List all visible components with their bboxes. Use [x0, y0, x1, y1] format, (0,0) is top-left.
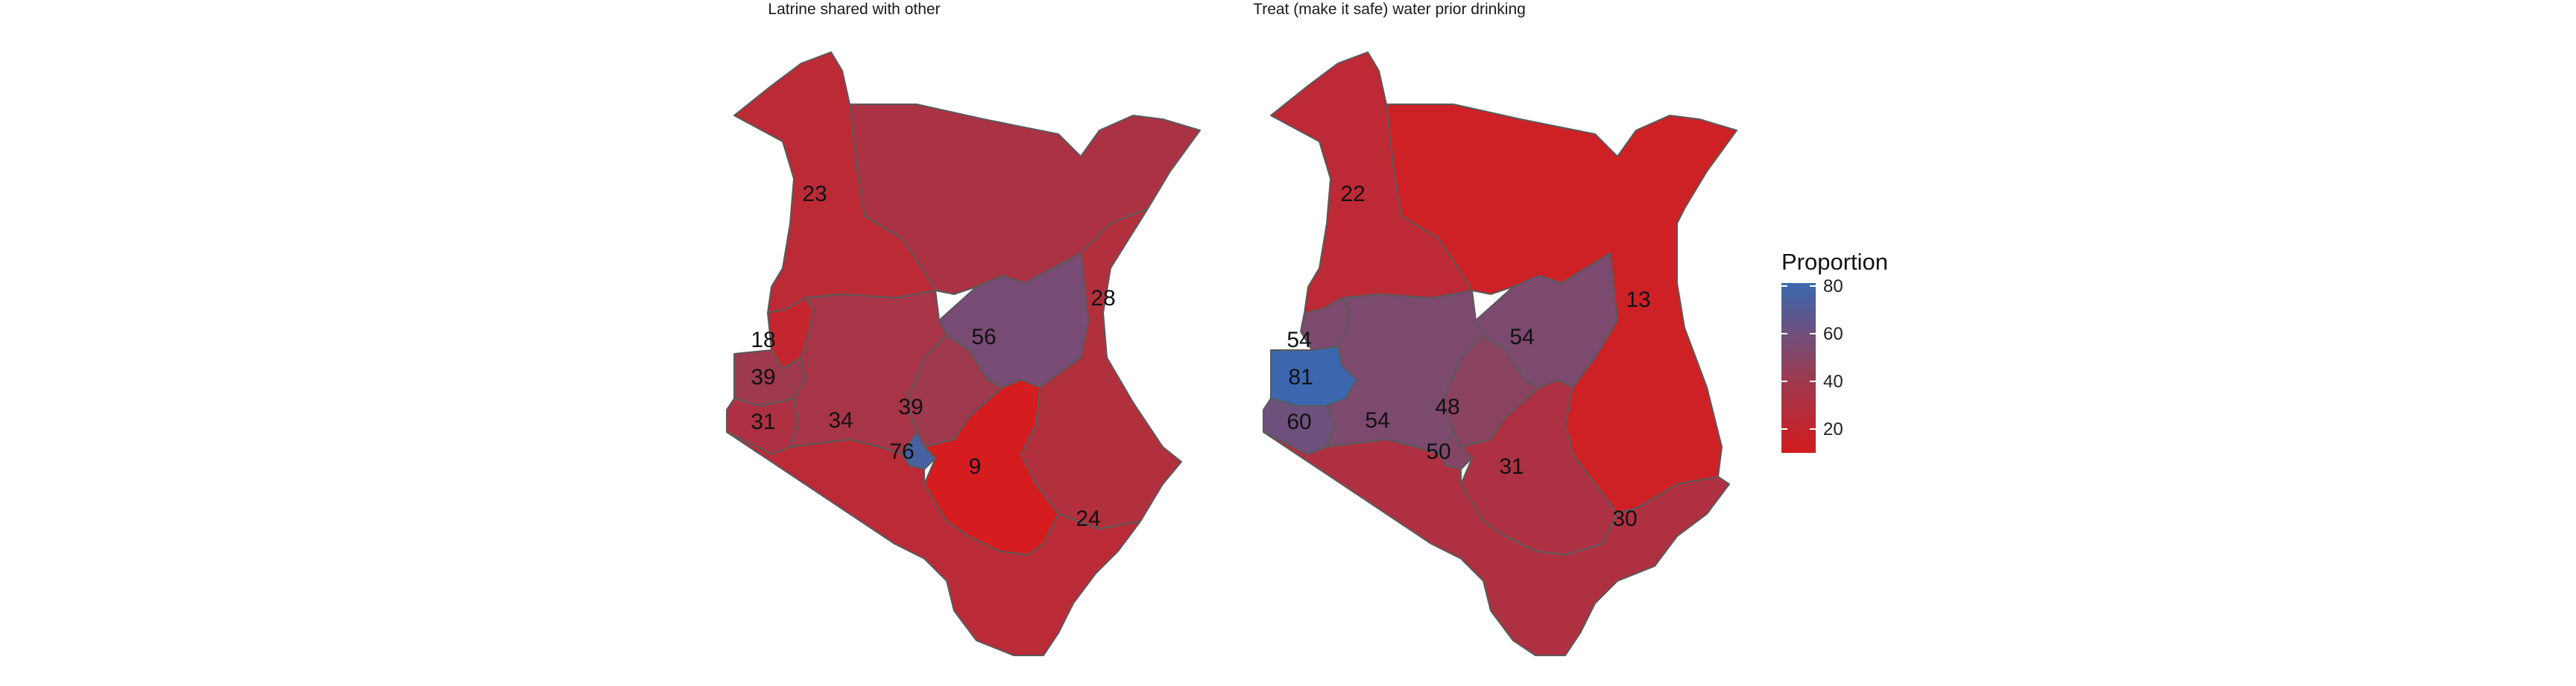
legend-tick-label: 20 [1823, 419, 1843, 439]
legend-tick-label: 60 [1823, 324, 1843, 344]
region-label: 81 [1288, 365, 1313, 390]
region-label: 56 [971, 325, 996, 349]
region-label: 50 [1426, 439, 1450, 464]
region-label: 48 [1435, 395, 1459, 419]
region-label: 54 [1509, 325, 1534, 349]
panel-title-treat-water: Treat (make it safe) water prior drinkin… [1253, 1, 1526, 18]
region-label: 34 [828, 408, 853, 433]
region-label: 39 [898, 395, 923, 419]
region-label: 13 [1626, 288, 1650, 312]
legend: Proportion 80 60 40 20 [1781, 249, 1888, 453]
region-label: 39 [751, 365, 775, 390]
region-label: 28 [1090, 286, 1115, 311]
region-coast [726, 431, 1141, 656]
region-coast [1263, 431, 1730, 656]
panel-treat-water: Treat (make it safe) water prior drinkin… [1253, 1, 1737, 656]
region-label: 76 [889, 439, 914, 464]
region-label: 24 [1076, 506, 1100, 531]
region-label: 18 [751, 328, 775, 352]
region-label: 22 [1340, 182, 1365, 206]
region-label: 54 [1365, 408, 1389, 433]
region-label: 9 [969, 454, 982, 479]
map-latrine: 23 28 56 18 39 31 34 39 76 9 24 [726, 51, 1201, 656]
legend-title: Proportion [1781, 249, 1888, 275]
region-label: 54 [1287, 328, 1311, 352]
legend-colorbar [1781, 283, 1816, 453]
map-treat-water: 22 13 54 54 81 60 54 48 50 31 30 [1263, 51, 1737, 656]
region-label: 31 [1499, 454, 1524, 479]
legend-tick-label: 40 [1823, 372, 1843, 392]
region-label: 23 [802, 182, 827, 206]
region-label: 60 [1287, 410, 1311, 434]
panel-latrine-shared: Latrine shared with other 23 28 56 18 39… [726, 1, 1201, 656]
region-label: 30 [1612, 506, 1637, 531]
panel-title-latrine: Latrine shared with other [768, 1, 940, 18]
region-label: 31 [751, 410, 775, 434]
legend-tick-label: 80 [1823, 276, 1843, 296]
legend-ticks [1781, 285, 1816, 430]
